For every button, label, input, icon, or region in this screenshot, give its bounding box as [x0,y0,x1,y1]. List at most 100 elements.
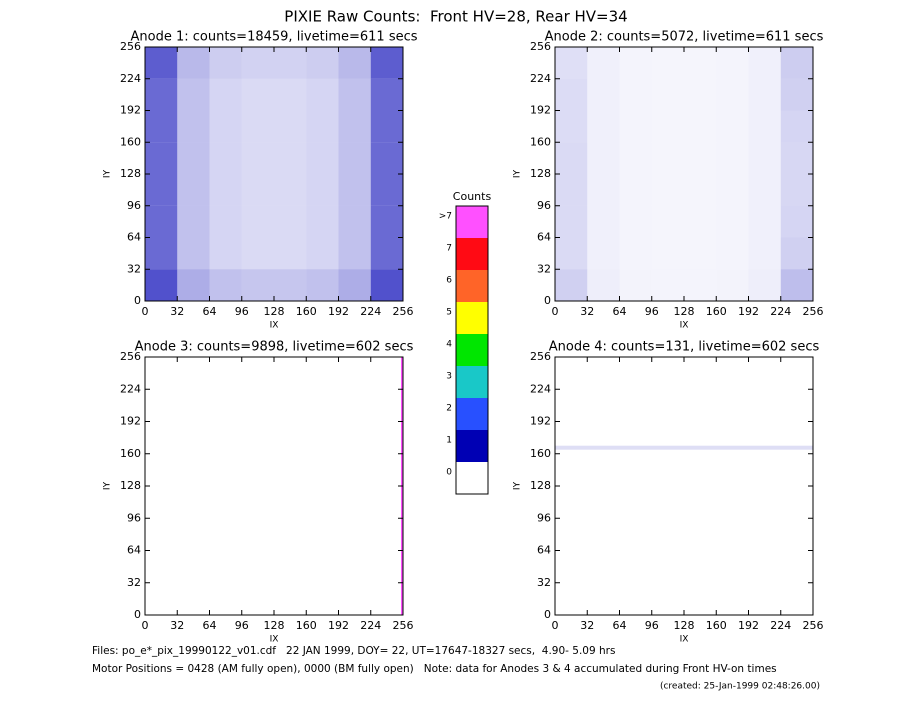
cell [619,174,652,206]
cell [338,269,371,301]
footer-files: Files: po_e*_pix_19990122_v01.cdf 22 JAN… [92,645,615,657]
x-tick-label: 32 [170,619,184,632]
panel-title: Anode 1: counts=18459, livetime=611 secs [130,30,417,45]
cell [274,110,307,143]
cell [555,237,588,270]
y-tick-label: 96 [537,511,551,524]
cell [241,205,274,238]
x-tick-label: 96 [235,619,249,632]
cell [241,269,274,301]
y-tick-label: 224 [120,72,141,85]
cell [370,237,403,270]
y-tick-label: 160 [530,447,551,460]
y-tick-label: 32 [127,576,141,589]
x-tick-label: 64 [203,619,217,632]
cell [306,142,339,174]
y-tick-label: 0 [134,608,141,621]
footer-motor: Motor Positions = 0428 (AM fully open), … [92,663,777,675]
y-tick-label: 192 [120,104,141,117]
cell [370,174,403,206]
cell [370,142,403,174]
cell [338,142,371,174]
cell [587,47,620,79]
x-tick-label: 32 [580,305,594,318]
x-tick-label: 160 [296,305,317,318]
cell [619,47,652,79]
x-tick-label: 192 [738,305,759,318]
y-tick-label: 160 [120,135,141,148]
y-axis-label: IY [513,169,523,178]
cell [145,174,178,206]
cell [338,47,371,79]
main-title: PIXIE Raw Counts: Front HV=28, Rear HV=3… [284,8,627,26]
cell [587,78,620,111]
y-tick-label: 224 [530,382,551,395]
cell [209,269,242,301]
cell [780,78,813,111]
cell [684,79,716,111]
footer-created: (created: 25-Jan-1999 02:48:26.00) [660,682,820,692]
x-tick-label: 128 [264,619,285,632]
cell [651,269,684,301]
cell [209,47,242,79]
cell [306,237,339,270]
x-axis-label: IX [680,321,689,331]
colorbar-label: >7 [439,212,452,222]
cell [780,174,813,206]
cell [587,269,620,301]
cell [177,237,210,270]
cell [209,237,242,270]
cell [177,269,210,301]
colorbar-swatch [456,430,488,462]
cell [619,269,652,301]
cell [716,237,749,270]
y-tick-label: 256 [530,350,551,363]
colorbar-label: 3 [446,372,452,382]
cell [209,78,242,111]
cell [780,142,813,174]
cell [555,357,813,446]
cell [555,450,813,615]
cell [274,269,307,301]
x-tick-label: 96 [235,305,249,318]
cell [338,110,371,143]
cell [748,110,781,143]
y-tick-label: 64 [127,544,141,557]
cell [209,205,242,238]
y-axis-label: IY [103,169,113,178]
cell [684,142,716,174]
cell [145,237,178,270]
cell [306,78,339,111]
cell [748,174,781,206]
x-tick-label: 128 [674,305,695,318]
cell [241,174,274,206]
cell [780,110,813,143]
colorbar-swatch [456,334,488,366]
cell [555,174,588,206]
y-tick-label: 128 [120,167,141,180]
y-tick-label: 64 [537,544,551,557]
cell [716,205,749,238]
colorbar-swatch [456,302,488,334]
x-axis-label: IX [270,321,279,331]
cell [209,142,242,174]
colorbar-swatch [456,270,488,302]
y-tick-label: 0 [544,294,551,307]
cell [555,269,588,301]
cell [652,174,684,206]
cell [209,174,242,206]
x-tick-label: 32 [170,305,184,318]
panel-title: Anode 2: counts=5072, livetime=611 secs [545,30,824,45]
cell [619,237,652,270]
panel-title: Anode 3: counts=9898, livetime=602 secs [135,340,414,355]
colorbar-swatch [456,398,488,430]
colorbar-swatch [456,206,488,238]
y-tick-label: 0 [544,608,551,621]
cell [716,174,749,206]
colorbar-label: 2 [446,404,452,414]
y-tick-label: 160 [530,135,551,148]
cell [306,174,339,206]
y-tick-label: 96 [537,199,551,212]
